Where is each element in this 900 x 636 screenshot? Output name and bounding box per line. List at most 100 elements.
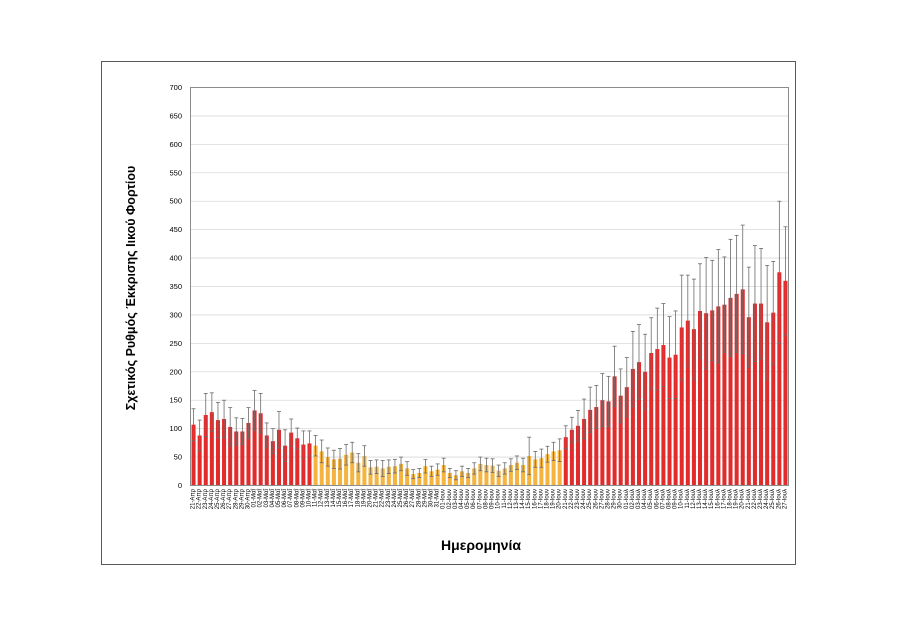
error-bar (423, 458, 428, 474)
bar (283, 445, 288, 486)
bar (423, 466, 428, 486)
x-tick-label: 23-Ιουν (575, 489, 581, 509)
x-tick-label: 03-Μαΐ (263, 488, 270, 507)
bar (411, 474, 416, 486)
x-tick-label: 08-Ιουλ (667, 489, 673, 509)
error-bar (704, 257, 709, 370)
y-axis-title: Σχετικός Ρυθμός Έκκρισης Ιικού Φορτίου (124, 166, 138, 411)
x-tick-label: 20-Ιουλ (740, 489, 746, 509)
bar (575, 425, 580, 486)
error-bar (374, 459, 379, 474)
x-tick-label: 18-Μαΐ (354, 488, 361, 507)
x-tick-label: 20-Μαΐ (367, 488, 374, 507)
x-tick-label: 24-Ιουλ (764, 489, 770, 509)
x-tick-label: 13-Ιουλ (697, 489, 703, 509)
bar (710, 310, 715, 486)
bar (313, 445, 318, 486)
x-tick-label: 23-Μαΐ (385, 488, 392, 507)
x-tick-label: 07-Ιουν (477, 489, 483, 509)
x-tick-label: 21-Απρ (191, 488, 197, 509)
x-tick-label: 21-Μαΐ (373, 488, 380, 507)
bar (417, 472, 422, 486)
bar (594, 407, 599, 486)
error-bar (325, 447, 330, 467)
x-tick-label: 18-Ιουν (544, 489, 550, 509)
error-bar (258, 392, 263, 434)
error-bars (191, 200, 788, 481)
y-tick-label: 0 (178, 481, 182, 490)
bar (600, 400, 605, 486)
bar (514, 462, 519, 486)
bar (606, 401, 611, 486)
x-tick-label: 21-Ιουλ (746, 489, 752, 509)
x-tick-label: 26-Ιουν (593, 489, 599, 509)
x-tick-label: 18-Ιουλ (728, 489, 734, 509)
bar (356, 462, 361, 486)
bar (563, 437, 568, 486)
bar (765, 322, 770, 486)
bar (545, 454, 550, 486)
x-tick-label: 26-Ιουλ (776, 489, 782, 509)
y-tick-label: 700 (169, 83, 182, 92)
error-bar (588, 386, 593, 434)
error-bar (752, 245, 757, 362)
x-tick-label: 01-Ιουν (441, 489, 447, 509)
y-tick-label: 300 (169, 310, 182, 319)
y-tick-label: 450 (169, 225, 182, 234)
bar (630, 368, 635, 486)
bar (392, 466, 397, 486)
bar (728, 297, 733, 486)
error-bar (447, 468, 452, 478)
x-tick-label: 16-Μαΐ (342, 488, 349, 507)
x-tick-label: 26-Μαΐ (403, 488, 410, 507)
bar (759, 303, 764, 486)
bar (191, 424, 196, 486)
error-bar (582, 398, 587, 440)
error-bar (777, 200, 782, 344)
plot-area (190, 87, 789, 486)
y-tick-label: 550 (169, 168, 182, 177)
error-bar (460, 465, 465, 477)
x-tick-label: 22-Μαΐ (379, 488, 386, 507)
error-bar (594, 385, 599, 430)
error-bar (264, 422, 269, 449)
error-bar (234, 417, 239, 446)
bar (661, 345, 666, 486)
bar (752, 303, 757, 486)
x-tick-label: 12-Ιουλ (691, 489, 697, 509)
x-tick-label: 22-Απρ (197, 488, 203, 509)
x-tick-label: 05-Μαΐ (275, 488, 282, 507)
error-bar (307, 430, 312, 457)
x-tick-label: 25-Απρ (215, 488, 221, 509)
error-bar (283, 429, 288, 463)
error-bar (466, 468, 471, 478)
x-tick-label: 09-Ιουν (490, 489, 496, 509)
x-tick-label: 25-Μαΐ (397, 488, 404, 507)
x-tick-label: 28-Μαΐ (415, 488, 422, 507)
bar (649, 353, 654, 486)
bar (362, 455, 367, 486)
x-tick-label: 15-Μαΐ (336, 488, 343, 507)
x-tick-label: 29-Ιουν (612, 489, 618, 509)
y-tick-label: 600 (169, 140, 182, 149)
error-bar (313, 435, 318, 457)
bar (636, 362, 642, 486)
x-tick-label: 04-Ιουλ (642, 489, 648, 509)
x-tick-label: 22-Ιουλ (752, 489, 758, 509)
y-tick-label: 350 (169, 282, 182, 291)
y-tick-label: 650 (169, 111, 182, 120)
bar (667, 357, 672, 486)
error-bar (228, 407, 233, 447)
x-tick-label: 10-Μαΐ (305, 488, 312, 507)
bar (447, 472, 452, 486)
bar (203, 414, 208, 486)
error-bar (508, 458, 513, 472)
error-bar (783, 226, 788, 336)
x-tick-label: 04-Μαΐ (269, 488, 276, 507)
error-bar (270, 428, 275, 455)
bar (643, 371, 648, 486)
bar (276, 429, 281, 486)
y-axis-tick-labels: 0 50 100 150 200 250 300 350 400 450 500 550 600 650 7… (169, 83, 182, 490)
bar (331, 459, 336, 486)
x-tick-label: 08-Μαΐ (293, 488, 300, 507)
